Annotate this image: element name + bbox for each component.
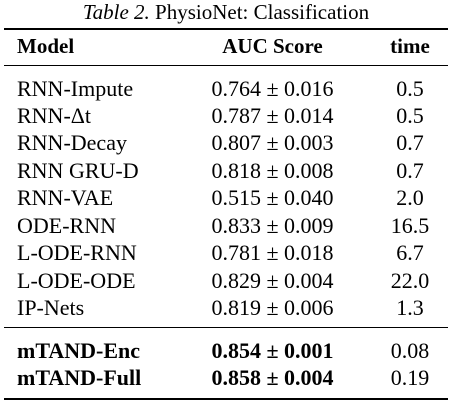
header-rule (4, 65, 448, 66)
bottom-rule (4, 398, 448, 400)
table-row: RNN GRU-D 0.818 ± 0.008 0.7 (0, 157, 452, 184)
caption-label: Table 2. (82, 0, 150, 24)
header-auc: AUC Score (222, 34, 323, 58)
time-cell: 6.7 (396, 240, 424, 265)
caption-title: PhysioNet: Classification (155, 0, 370, 24)
auc-cell: 0.515 ± 0.040 (211, 185, 334, 210)
table-row: ODE-RNN 0.833 ± 0.009 16.5 (0, 212, 452, 239)
model-cell: mTAND-Full (17, 365, 142, 390)
time-cell: 0.19 (390, 365, 430, 390)
auc-cell: 0.807 ± 0.003 (211, 130, 334, 155)
header-time: time (390, 34, 430, 58)
auc-cell: 0.818 ± 0.008 (211, 158, 334, 183)
top-rule (4, 28, 448, 30)
table-row: RNN-Impute 0.764 ± 0.016 0.5 (0, 75, 452, 102)
auc-cell: 0.858 ± 0.004 (211, 365, 334, 390)
header-model: Model (17, 34, 75, 58)
auc-cell: 0.854 ± 0.001 (211, 338, 334, 363)
table-row: mTAND-Enc 0.854 ± 0.001 0.08 (0, 337, 452, 364)
table-row: L-ODE-ODE 0.829 ± 0.004 22.0 (0, 267, 452, 294)
table-row: RNN-Δt 0.787 ± 0.014 0.5 (0, 102, 452, 129)
table-caption: Table 2. PhysioNet: Classification (0, 0, 452, 26)
header-row: Model AUC Score time (0, 33, 452, 60)
table-row: IP-Nets 0.819 ± 0.006 1.3 (0, 294, 452, 321)
time-cell: 22.0 (390, 268, 430, 293)
time-cell: 2.0 (396, 185, 424, 210)
table-row: RNN-VAE 0.515 ± 0.040 2.0 (0, 184, 452, 211)
time-cell: 0.7 (396, 130, 424, 155)
auc-cell: 0.833 ± 0.009 (211, 213, 334, 238)
model-cell: L-ODE-ODE (17, 268, 136, 293)
model-cell: L-ODE-RNN (17, 240, 137, 265)
table-row: mTAND-Full 0.858 ± 0.004 0.19 (0, 364, 452, 391)
model-cell: RNN GRU-D (17, 158, 139, 183)
model-cell: mTAND-Enc (17, 338, 141, 363)
time-cell: 0.7 (396, 158, 424, 183)
auc-cell: 0.819 ± 0.006 (211, 295, 334, 320)
auc-cell: 0.764 ± 0.016 (211, 76, 334, 101)
model-cell: RNN-VAE (17, 185, 114, 210)
table-row: RNN-Decay 0.807 ± 0.003 0.7 (0, 129, 452, 156)
time-cell: 0.5 (396, 103, 424, 128)
model-cell: RNN-Decay (17, 130, 127, 155)
model-cell: IP-Nets (17, 295, 85, 320)
section-rule (4, 327, 448, 328)
table-row: L-ODE-RNN 0.781 ± 0.018 6.7 (0, 239, 452, 266)
auc-cell: 0.829 ± 0.004 (211, 268, 334, 293)
time-cell: 0.08 (390, 338, 430, 363)
model-cell: RNN-Impute (17, 76, 134, 101)
time-cell: 1.3 (396, 295, 424, 320)
model-cell: RNN-Δt (17, 103, 92, 128)
auc-cell: 0.781 ± 0.018 (211, 240, 334, 265)
time-cell: 0.5 (396, 76, 424, 101)
time-cell: 16.5 (390, 213, 430, 238)
auc-cell: 0.787 ± 0.014 (211, 103, 334, 128)
model-cell: ODE-RNN (17, 213, 116, 238)
